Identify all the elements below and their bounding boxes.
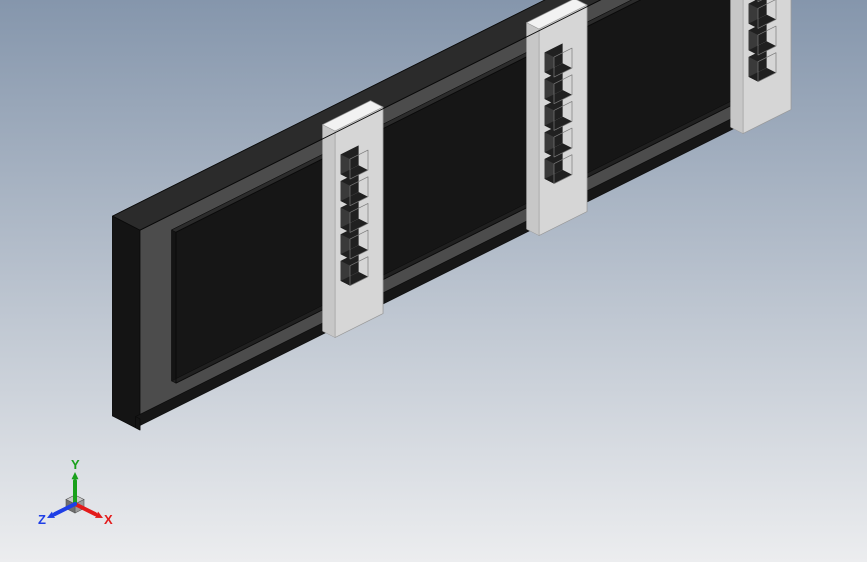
- scene-canvas: [0, 0, 867, 562]
- cad-viewport[interactable]: X Y Z: [0, 0, 867, 562]
- axis-label-y: Y: [71, 457, 80, 472]
- view-triad[interactable]: X Y Z: [30, 452, 120, 542]
- axis-label-z: Z: [38, 512, 46, 527]
- axis-label-x: X: [104, 512, 113, 527]
